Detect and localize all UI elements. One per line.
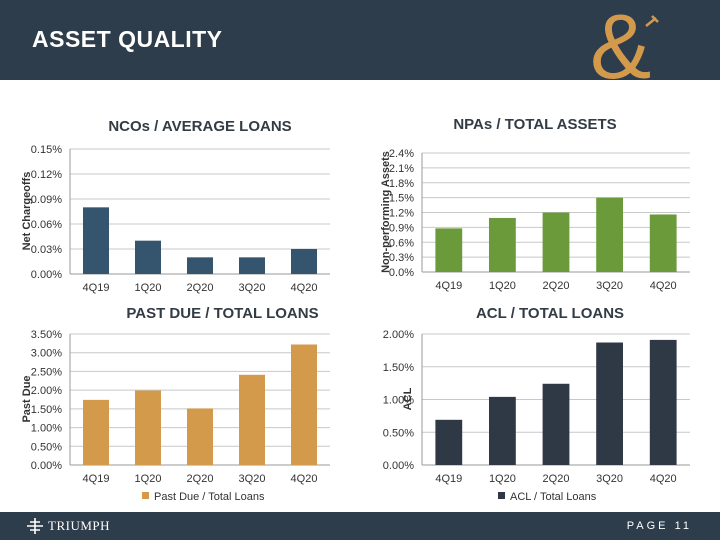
x-tick-label: 4Q20: [291, 473, 318, 485]
x-tick-label: 3Q20: [596, 280, 623, 292]
page-title: ASSET QUALITY: [32, 26, 223, 52]
y-tick-label: 0.0%: [389, 267, 414, 279]
x-tick-label: 4Q19: [435, 473, 462, 485]
x-tick-label: 4Q19: [435, 280, 462, 292]
y-tick-label: 0.3%: [389, 252, 414, 264]
bar-1q20: [489, 396, 516, 465]
y-tick-label: 1.2%: [389, 208, 414, 220]
x-tick-label: 3Q20: [596, 473, 623, 485]
bar-4q19: [435, 419, 463, 465]
y-tick-label: 1.50%: [383, 362, 414, 374]
y-tick-label: 3.00%: [31, 348, 62, 360]
bar-4q20: [291, 249, 317, 274]
x-tick-label: 4Q19: [83, 473, 110, 485]
ampersand-logo-icon: &: [590, 4, 659, 84]
header-bar: ASSET QUALITY &: [0, 0, 720, 84]
y-tick-label: 0.50%: [31, 441, 62, 453]
bar-2q20: [187, 408, 213, 465]
y-tick-label: 1.00%: [383, 395, 414, 407]
x-tick-label: 1Q20: [489, 280, 516, 292]
x-tick-label: 2Q20: [543, 473, 570, 485]
y-tick-label: 2.4%: [389, 148, 414, 160]
bar-2q20: [542, 383, 570, 465]
y-tick-label: 2.00%: [31, 385, 62, 397]
y-tick-label: 2.00%: [383, 329, 414, 341]
y-tick-label: 3.50%: [31, 329, 62, 341]
y-tick-label: 1.00%: [31, 423, 62, 435]
x-tick-label: 3Q20: [239, 473, 266, 485]
y-tick-label: 0.00%: [31, 269, 62, 281]
bar-3q20: [239, 374, 265, 465]
y-tick-label: 0.09%: [31, 194, 62, 206]
bar-2q20: [187, 257, 213, 274]
x-tick-label: 1Q20: [135, 473, 162, 485]
footer-brand: TRIUMPH: [48, 518, 111, 533]
y-tick-label: 2.1%: [389, 163, 414, 175]
chart-title-acl: ACL / TOTAL LOANS: [475, 305, 625, 322]
bar-3q20: [239, 257, 265, 274]
y-axis-label: Non-performing Assets: [380, 151, 392, 273]
y-tick-label: 1.5%: [389, 193, 414, 205]
chart-title-npas: NPAs / TOTAL ASSETS: [453, 116, 617, 133]
bar-4q19: [83, 399, 109, 465]
bar-3q20: [596, 197, 623, 272]
x-tick-label: 4Q20: [650, 280, 677, 292]
charts-area: 0.00% 0.03% 0.06% 0.09% 0.12% 0.15% Net Charge…: [21, 144, 690, 503]
x-tick-label: 2Q20: [187, 473, 214, 485]
y-axis-label: Past Due: [21, 375, 33, 422]
bar-1q20: [489, 217, 516, 272]
bar-4q19: [83, 207, 109, 274]
x-tick-label: 4Q20: [650, 473, 677, 485]
legend-swatch: [498, 492, 505, 499]
y-tick-label: 0.9%: [389, 222, 414, 234]
triumph-cross-icon: [27, 518, 43, 534]
legend-label: ACL / Total Loans: [510, 491, 597, 503]
x-tick-label: 2Q20: [543, 280, 570, 292]
x-tick-label: 1Q20: [135, 282, 162, 294]
x-tick-label: 4Q19: [83, 282, 110, 294]
footer-bar: TRIUMPH PAGE 11: [0, 512, 720, 540]
legend-label: Past Due / Total Loans: [154, 491, 265, 503]
bar-1q20: [135, 240, 161, 274]
y-tick-label: 0.12%: [31, 169, 62, 181]
bar-1q20: [135, 390, 161, 465]
bar-4q20: [291, 344, 317, 465]
y-tick-label: 0.00%: [31, 460, 62, 472]
y-axis-label: Net Chargeoffs: [21, 172, 33, 251]
y-tick-label: 0.50%: [383, 427, 414, 439]
y-tick-label: 0.6%: [389, 237, 414, 249]
y-tick-label: 0.03%: [31, 244, 62, 256]
bar-4q19: [435, 228, 463, 272]
legend-swatch: [142, 492, 149, 499]
bar-4q20: [649, 214, 677, 272]
y-tick-label: 0.00%: [383, 460, 414, 472]
y-tick-label: 1.50%: [31, 404, 62, 416]
y-tick-label: 0.15%: [31, 144, 62, 156]
bar-3q20: [596, 342, 623, 465]
x-tick-label: 4Q20: [291, 282, 318, 294]
y-tick-label: 1.8%: [389, 178, 414, 190]
x-tick-label: 2Q20: [187, 282, 214, 294]
y-axis-label: ACL: [402, 387, 414, 410]
chart-title-ncos: NCOs / AVERAGE LOANS: [108, 118, 292, 135]
chart-title-past-due: PAST DUE / TOTAL LOANS: [126, 305, 319, 322]
x-tick-label: 1Q20: [489, 473, 516, 485]
page-number: PAGE 11: [626, 520, 692, 532]
svg-text:&: &: [590, 4, 651, 84]
y-tick-label: 2.50%: [31, 366, 62, 378]
bar-4q20: [649, 339, 677, 465]
x-tick-label: 3Q20: [239, 282, 266, 294]
bar-2q20: [542, 212, 570, 272]
y-tick-label: 0.06%: [31, 219, 62, 231]
